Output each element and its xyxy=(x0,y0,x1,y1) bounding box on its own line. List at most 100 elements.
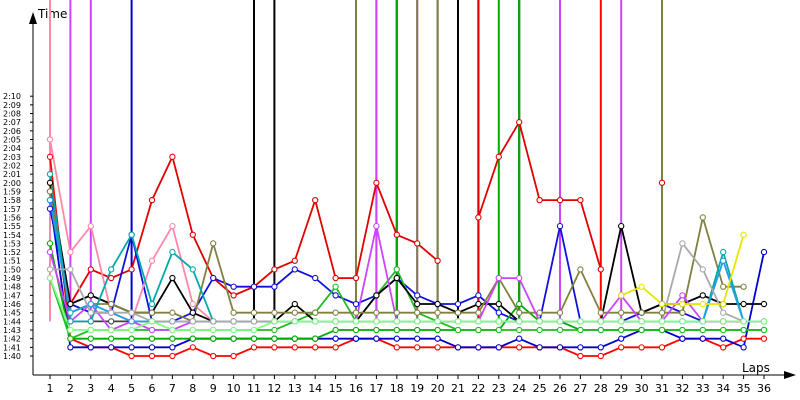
data-point xyxy=(699,335,706,342)
data-point xyxy=(291,309,298,316)
data-point xyxy=(128,231,135,238)
data-point xyxy=(618,309,625,316)
data-point xyxy=(720,318,727,325)
data-point xyxy=(556,344,564,351)
series-line xyxy=(49,139,764,323)
data-point xyxy=(475,292,482,299)
data-point xyxy=(352,300,360,308)
x-tick-label: 27 xyxy=(573,382,587,395)
data-point xyxy=(516,274,523,282)
data-point xyxy=(189,335,196,342)
data-point xyxy=(577,344,584,351)
data-point xyxy=(414,292,421,299)
data-point xyxy=(720,326,727,334)
data-point xyxy=(618,326,625,334)
data-point xyxy=(108,300,115,308)
data-point xyxy=(475,318,482,325)
data-point xyxy=(638,283,645,290)
y-tick-label: 2:09 xyxy=(3,101,21,110)
data-point xyxy=(393,309,400,316)
data-point xyxy=(291,335,298,342)
data-point xyxy=(210,318,217,325)
data-point xyxy=(148,344,156,351)
data-point xyxy=(393,326,400,334)
data-point xyxy=(87,326,94,334)
y-tick-label: 1:40 xyxy=(3,352,21,361)
data-point xyxy=(679,326,686,334)
data-point xyxy=(679,309,686,316)
data-point xyxy=(577,196,584,204)
data-point xyxy=(597,352,604,360)
data-point xyxy=(495,300,502,308)
data-point xyxy=(516,119,523,126)
data-point xyxy=(495,326,502,334)
y-tick-label: 2:04 xyxy=(3,144,21,153)
y-ticks: 1:401:411:421:431:441:451:461:471:481:49… xyxy=(3,92,33,361)
data-point xyxy=(230,283,237,290)
data-point xyxy=(332,309,339,316)
data-point xyxy=(454,309,462,316)
data-point xyxy=(740,318,747,325)
data-point xyxy=(169,344,176,351)
data-point xyxy=(271,266,278,273)
data-point xyxy=(414,318,421,325)
y-tick-label: 1:45 xyxy=(3,309,21,318)
data-point xyxy=(312,309,319,316)
data-point xyxy=(148,326,156,334)
data-point xyxy=(760,300,768,308)
y-tick-label: 2:06 xyxy=(3,127,21,136)
data-point xyxy=(271,283,278,290)
y-tick-label: 1:59 xyxy=(3,187,21,196)
data-point xyxy=(312,344,319,351)
y-tick-label: 1:58 xyxy=(3,196,21,205)
data-point xyxy=(128,335,135,342)
data-point xyxy=(332,326,339,334)
data-point xyxy=(210,335,217,342)
data-point xyxy=(87,335,94,342)
x-tick-label: 24 xyxy=(512,382,526,395)
series-line xyxy=(49,277,764,331)
series-lines xyxy=(49,119,765,357)
data-point xyxy=(638,309,645,316)
series-line xyxy=(50,241,764,323)
data-point xyxy=(87,309,94,316)
data-point xyxy=(108,318,115,325)
data-point xyxy=(108,266,115,273)
data-point xyxy=(128,326,135,334)
data-point xyxy=(434,318,441,325)
y-tick-label: 2:02 xyxy=(3,161,21,170)
data-point xyxy=(454,300,462,308)
data-point xyxy=(720,300,727,308)
y-tick-label: 1:56 xyxy=(3,213,21,222)
data-point xyxy=(740,326,747,334)
axes: Time Laps xyxy=(29,7,796,379)
data-point xyxy=(67,326,74,334)
y-tick-label: 1:57 xyxy=(3,205,21,214)
x-tick-label: 29 xyxy=(614,382,628,395)
x-tick-label: 7 xyxy=(169,382,176,395)
data-point xyxy=(618,318,625,325)
x-tick-label: 2 xyxy=(67,382,74,395)
x-tick-label: 12 xyxy=(267,382,281,395)
data-point xyxy=(250,318,258,325)
data-point xyxy=(169,335,176,342)
data-point xyxy=(210,326,217,334)
y-tick-label: 2:01 xyxy=(3,170,21,179)
data-point xyxy=(189,318,196,325)
series-line xyxy=(49,191,764,323)
data-point xyxy=(67,300,74,308)
x-tick-label: 22 xyxy=(471,382,485,395)
data-point xyxy=(108,274,115,282)
data-point xyxy=(332,283,339,290)
y-tick-label: 2:07 xyxy=(3,118,21,127)
data-point xyxy=(46,179,54,186)
y-tick-label: 1:48 xyxy=(3,283,21,292)
data-point xyxy=(658,179,666,186)
x-tick-label: 8 xyxy=(189,382,196,395)
data-point xyxy=(516,309,523,316)
data-point xyxy=(169,222,176,230)
data-point xyxy=(618,335,625,342)
data-point xyxy=(475,344,482,351)
data-point xyxy=(67,266,74,273)
data-point xyxy=(230,326,237,334)
